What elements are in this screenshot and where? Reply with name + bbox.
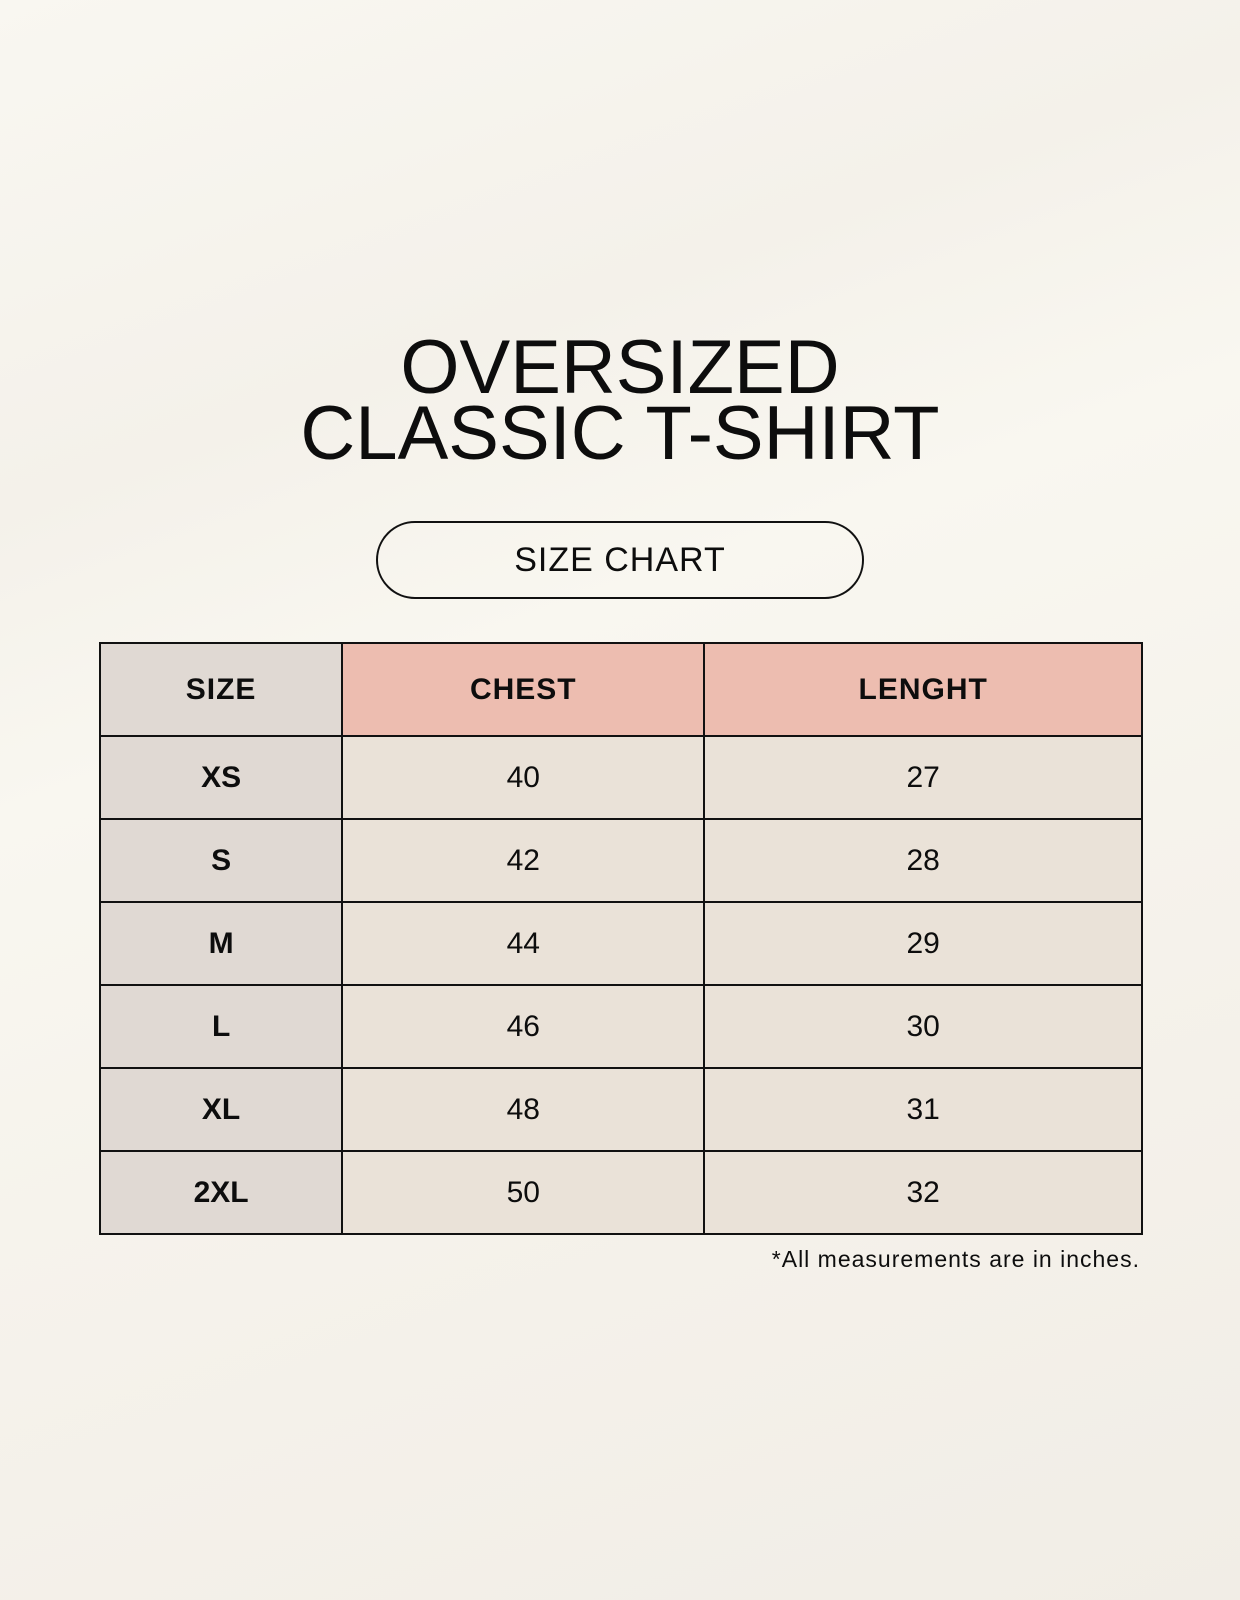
chest-cell: 40: [341, 735, 706, 820]
title-line-1: OVERSIZED: [400, 325, 840, 410]
size-cell: L: [98, 984, 344, 1069]
length-cell: 32: [703, 1150, 1143, 1235]
chest-cell: 46: [341, 984, 706, 1069]
chest-cell: 44: [341, 901, 706, 986]
title-line-2: CLASSIC T-SHIRT: [300, 391, 940, 476]
size-cell: M: [98, 901, 344, 986]
length-cell: 27: [703, 735, 1143, 820]
table-row: L 46 30: [98, 984, 1143, 1069]
length-cell: 30: [703, 984, 1143, 1069]
size-cell: S: [98, 818, 344, 903]
page-title: OVERSIZED CLASSIC T-SHIRT: [0, 325, 1240, 476]
length-cell: 31: [703, 1067, 1143, 1152]
table-row: XL 48 31: [98, 1067, 1143, 1152]
size-cell: 2XL: [98, 1150, 344, 1235]
header-size: SIZE: [98, 642, 344, 737]
size-cell: XS: [98, 735, 344, 820]
size-cell: XL: [98, 1067, 344, 1152]
length-cell: 28: [703, 818, 1143, 903]
length-cell: 29: [703, 901, 1143, 986]
chest-cell: 48: [341, 1067, 706, 1152]
chest-cell: 50: [341, 1150, 706, 1235]
table-row: S 42 28: [98, 818, 1143, 903]
table-row: M 44 29: [98, 901, 1143, 986]
chest-cell: 42: [341, 818, 706, 903]
table-row: XS 40 27: [98, 735, 1143, 820]
table-row: 2XL 50 32: [98, 1150, 1143, 1235]
footnote: *All measurements are in inches.: [771, 1246, 1140, 1272]
header-chest: CHEST: [341, 642, 706, 737]
header-length: LENGHT: [703, 642, 1143, 737]
size-table: SIZE CHEST LENGHT XS 40 27 S 42 28 M 44 29 L 46 30 X…: [98, 642, 1143, 1235]
table-header-row: SIZE CHEST LENGHT: [98, 642, 1143, 737]
size-chart-badge: SIZE CHART: [376, 521, 864, 599]
